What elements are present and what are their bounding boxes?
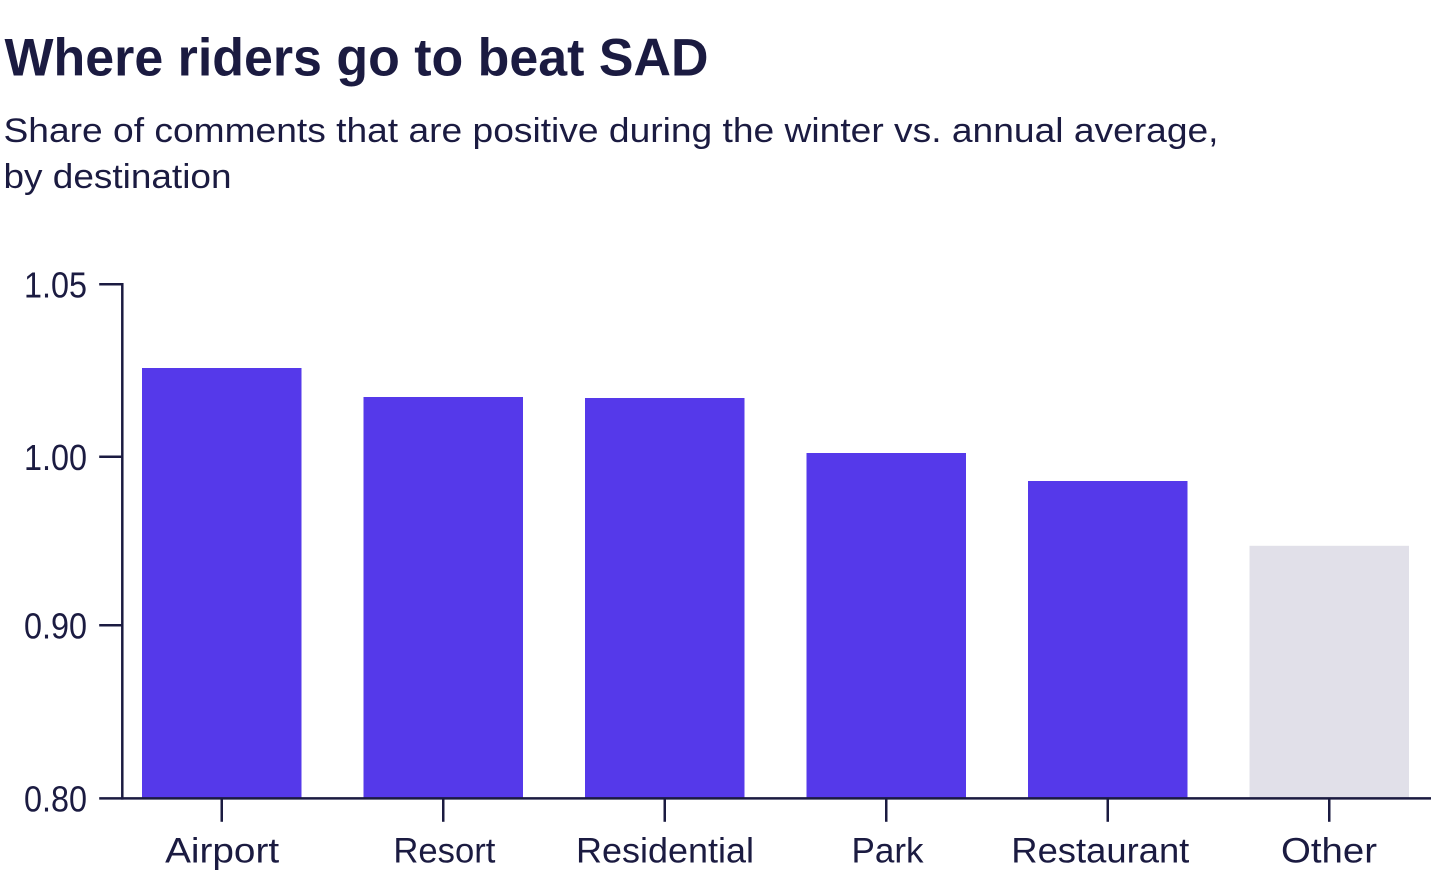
svg-text:Where riders go to beat SAD: Where riders go to beat SAD — [5, 29, 709, 88]
svg-text:Park: Park — [852, 831, 924, 870]
svg-text:Resort: Resort — [393, 831, 495, 870]
svg-text:0.80: 0.80 — [24, 778, 87, 819]
svg-text:1.00: 1.00 — [24, 437, 87, 478]
svg-text:Other: Other — [1281, 831, 1377, 870]
svg-text:Airport: Airport — [165, 831, 279, 870]
svg-text:0.90: 0.90 — [24, 606, 87, 647]
svg-text:1.05: 1.05 — [24, 264, 87, 305]
svg-text:Restaurant: Restaurant — [1011, 831, 1189, 870]
svg-text:by destination: by destination — [4, 158, 232, 196]
svg-text:Share of comments that are pos: Share of comments that are positive duri… — [4, 112, 1219, 150]
svg-text:Residential: Residential — [576, 831, 754, 870]
